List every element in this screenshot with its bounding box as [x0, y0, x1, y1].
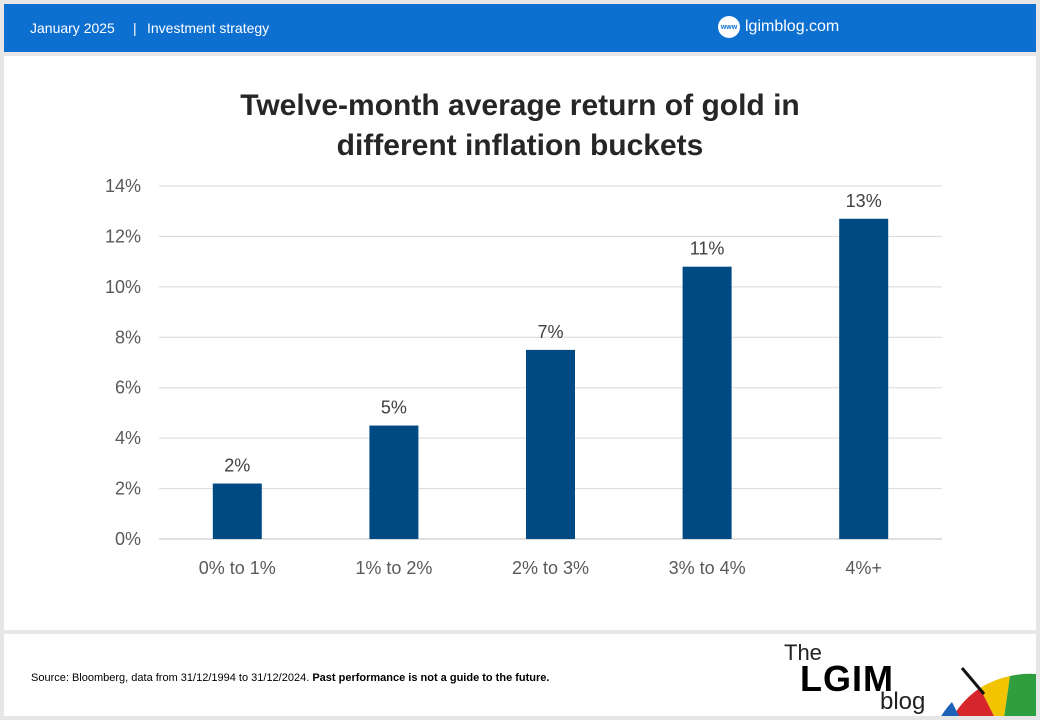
bar — [839, 218, 889, 539]
header-bar: January 2025 | Investment strategy www l… — [4, 4, 1036, 52]
source-text: Source: Bloomberg, data from 31/12/1994 … — [31, 672, 310, 684]
y-tick-label: 10% — [105, 277, 141, 297]
bar — [369, 425, 419, 539]
footer: Source: Bloomberg, data from 31/12/1994 … — [4, 634, 1036, 716]
data-label: 11% — [690, 239, 725, 259]
y-tick-label: 6% — [115, 378, 141, 398]
logo-lgim: LGIM — [800, 658, 894, 699]
www-globe-icon: www — [718, 16, 740, 38]
y-tick-label: 4% — [115, 428, 141, 448]
header-separator: | — [133, 20, 137, 36]
logo-blog: blog — [880, 688, 926, 715]
x-tick-label: 4%+ — [845, 558, 882, 578]
x-tick-label: 3% to 4% — [669, 558, 746, 578]
source-note: Source: Bloomberg, data from 31/12/1994 … — [31, 672, 549, 684]
y-tick-label: 8% — [115, 327, 141, 347]
y-tick-label: 2% — [115, 479, 141, 499]
bar — [682, 266, 732, 539]
umbrella-icon — [941, 667, 1036, 716]
data-label: 7% — [537, 322, 563, 342]
chart-title: Twelve-month average return of gold in d… — [4, 86, 1036, 166]
x-tick-label: 1% to 2% — [355, 558, 432, 578]
y-tick-label: 14% — [105, 176, 141, 196]
y-tick-label: 0% — [115, 529, 141, 549]
data-label: 5% — [381, 398, 407, 418]
bar — [526, 349, 575, 539]
site-url[interactable]: lgimblog.com — [745, 18, 840, 35]
chart-panel: Twelve-month average return of gold in d… — [4, 56, 1036, 630]
header-date: January 2025 — [30, 20, 115, 36]
logo-the: The — [784, 640, 822, 665]
y-tick-label: 12% — [105, 226, 141, 246]
x-tick-label: 0% to 1% — [199, 558, 276, 578]
chart-title-line-2: different inflation buckets — [336, 129, 704, 162]
site-link[interactable]: www lgimblog.com — [718, 16, 839, 38]
x-tick-label: 2% to 3% — [512, 558, 589, 578]
data-label: 2% — [224, 456, 250, 476]
header-topic: Investment strategy — [147, 20, 270, 36]
data-label: 13% — [846, 191, 882, 211]
disclaimer-text: Past performance is not a guide to the f… — [312, 672, 550, 684]
bar-chart: 0% 2% 4% 6% 8% 10% 12% 14% 2% 0% to 1% 5% 1% to 2% 7… — [105, 176, 942, 578]
bar — [212, 483, 262, 539]
chart-title-line-1: Twelve-month average return of gold in — [240, 89, 800, 122]
lgim-blog-logo: The LGIM blog — [780, 638, 1036, 716]
